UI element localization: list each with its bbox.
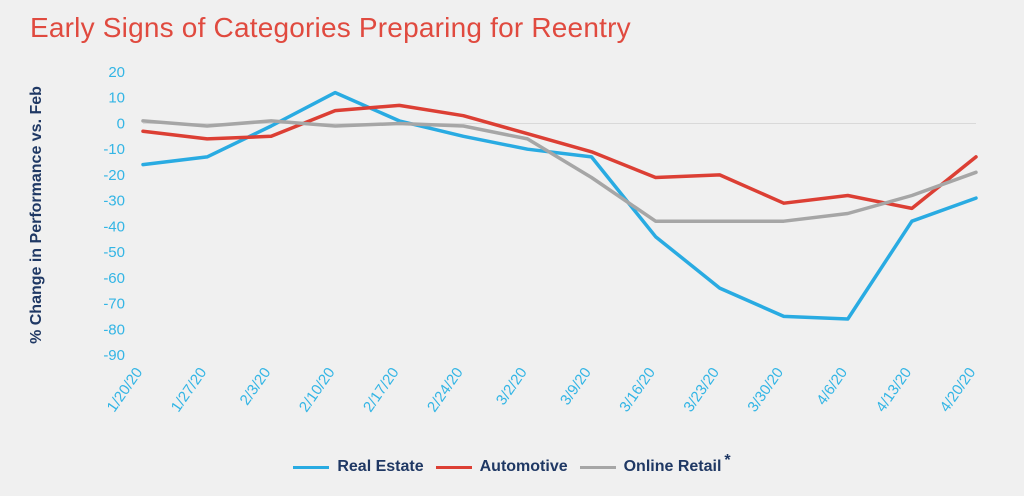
x-tick-label: 2/24/20 (424, 365, 467, 416)
x-tick-label: 4/20/20 (937, 365, 980, 416)
y-tick-label: 20 (108, 64, 125, 81)
x-tick-label: 3/16/20 (616, 365, 659, 416)
legend-swatch-online-retail (579, 465, 616, 469)
x-tick-label: 3/9/20 (557, 365, 595, 409)
x-tick-label: 3/2/20 (493, 365, 531, 409)
x-tick-label: 4/13/20 (873, 365, 916, 416)
legend-label-real-estate: Real Estate (337, 458, 424, 475)
y-tick-label: -50 (103, 244, 125, 261)
legend-swatch-automotive (435, 465, 472, 469)
legend: Real Estate Automotive Online Retail * (0, 452, 1024, 476)
series-line-online-retail (141, 119, 978, 223)
y-tick-label: -70 (103, 296, 125, 313)
y-tick-label: -10 (103, 141, 125, 158)
series-line-automotive (141, 103, 978, 211)
chart-title: Early Signs of Categories Preparing for … (30, 12, 631, 43)
legend-label-online-retail: Online Retail (623, 458, 722, 475)
x-tick-label: 2/10/20 (296, 365, 339, 416)
legend-item-real-estate: Real Estate (293, 458, 424, 476)
y-tick-label: 10 (108, 90, 125, 107)
x-tick-label: 3/30/20 (744, 365, 787, 416)
x-tick-label: 4/6/20 (813, 365, 851, 409)
x-tick-label: 3/23/20 (680, 365, 723, 416)
y-tick-label: -40 (103, 218, 125, 235)
y-tick-label: -90 (103, 347, 125, 364)
y-tick-label: 0 (117, 115, 125, 132)
y-tick-label: -30 (103, 193, 125, 210)
x-tick-label: 2/3/20 (237, 365, 275, 409)
legend-label-automotive: Automotive (479, 458, 568, 475)
y-tick-label: -80 (103, 321, 125, 338)
legend-footnote-marker: * (724, 452, 731, 469)
legend-item-automotive: Automotive (435, 458, 568, 476)
y-tick-label: -60 (103, 270, 125, 287)
legend-item-online-retail: Online Retail * (579, 452, 731, 476)
line-chart: 20 10 0 -10 -20 -30 -40 -50 -60 -70 -80 -90 1/20/20… (103, 64, 980, 416)
x-tick-label: 1/20/20 (104, 365, 147, 416)
series-line-real-estate (141, 90, 978, 321)
legend-swatch-real-estate (293, 465, 330, 469)
x-tick-label: 2/17/20 (360, 365, 403, 416)
x-tick-label: 1/27/20 (168, 365, 211, 416)
y-tick-label: -20 (103, 167, 125, 184)
